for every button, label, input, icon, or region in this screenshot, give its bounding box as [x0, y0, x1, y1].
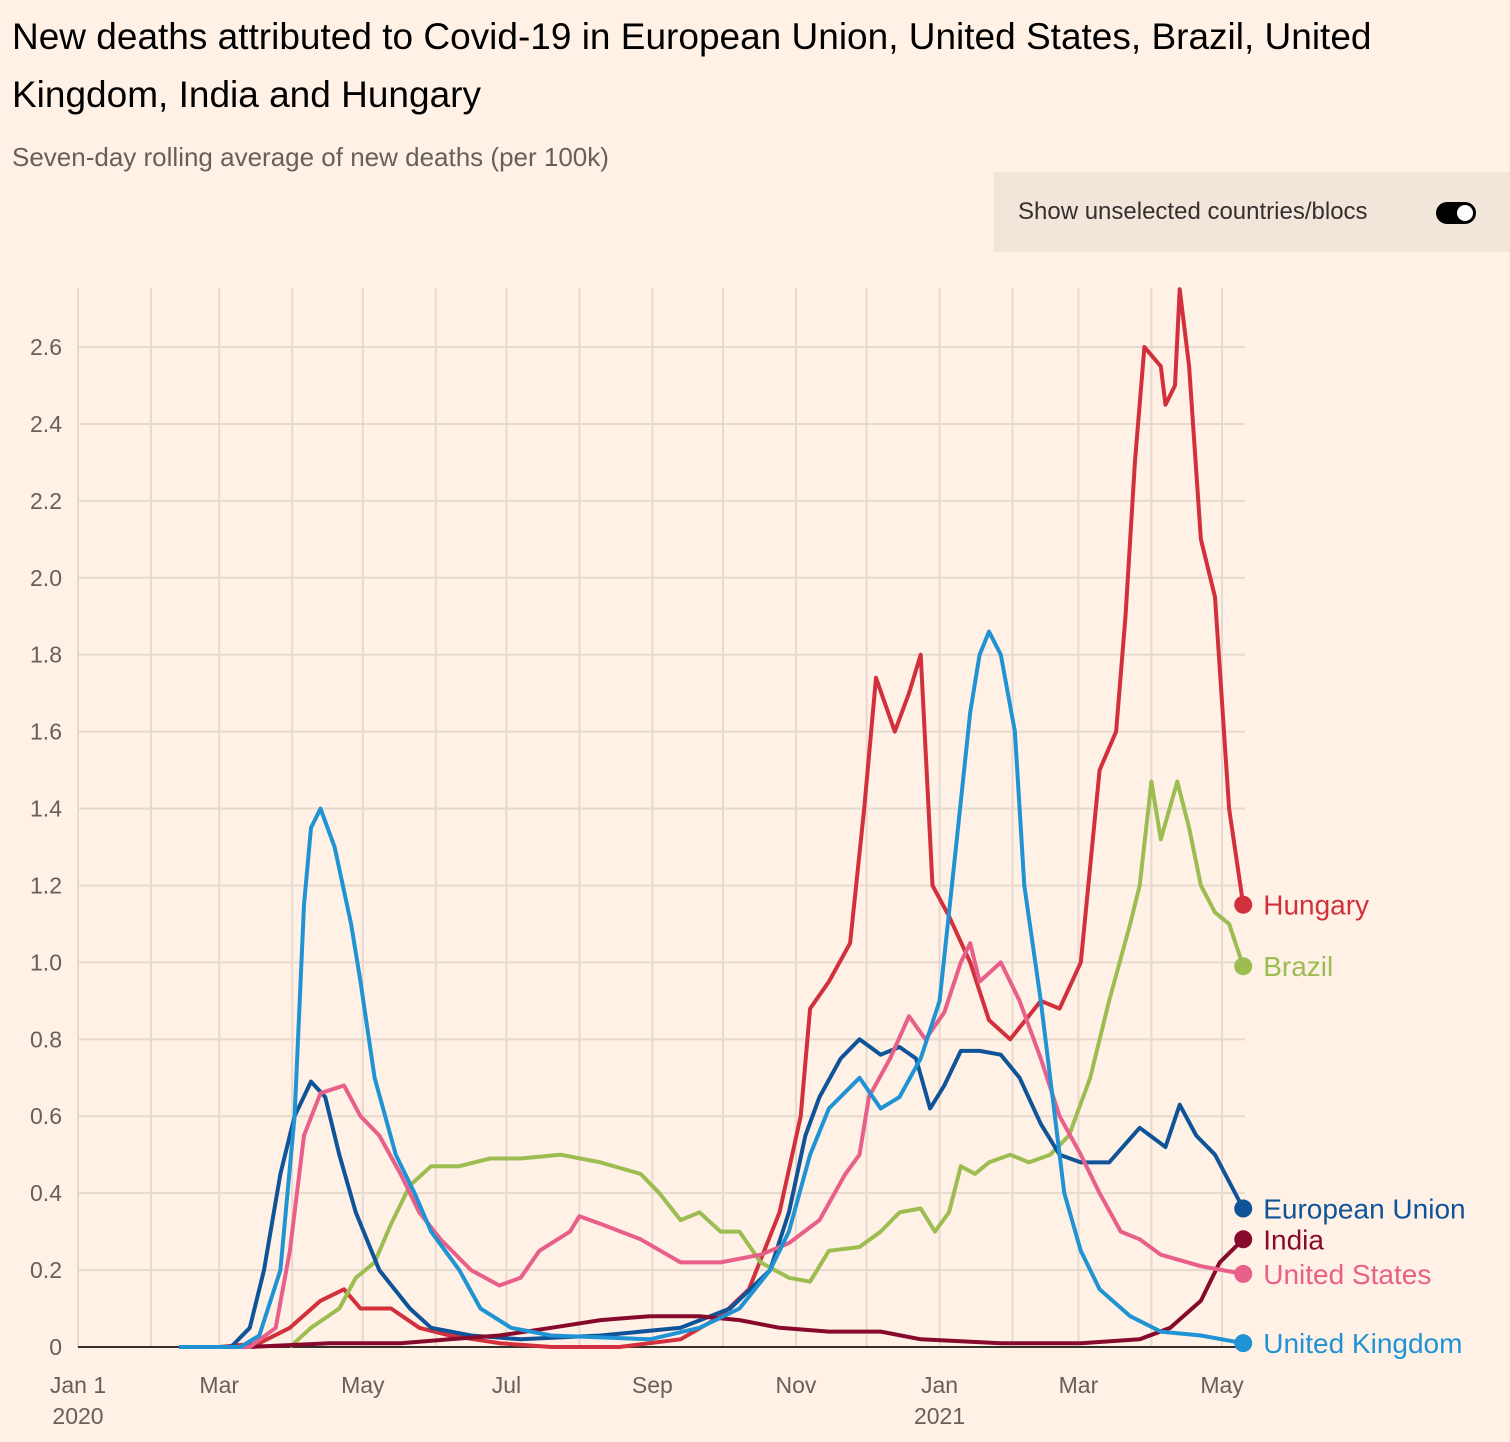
y-tick-label: 1.8 [30, 642, 62, 668]
series-line-hungary [179, 287, 1246, 1349]
series-label-united-kingdom: United Kingdom [1263, 1328, 1462, 1359]
show-unselected-toggle[interactable] [1436, 202, 1476, 224]
x-tick-label: Jan 1 [50, 1372, 106, 1398]
x-tick-year: 2021 [914, 1403, 965, 1429]
x-tick-label: Nov [776, 1372, 817, 1398]
series-label-united-states: United States [1263, 1259, 1431, 1290]
series-end-dot-united-states [1234, 1264, 1253, 1283]
y-tick-label: 2.6 [30, 334, 62, 360]
series-end-dot-india [1234, 1230, 1253, 1249]
x-tick-label: Jul [492, 1372, 521, 1398]
x-tick-label: Jan [921, 1372, 958, 1398]
chart-title: New deaths attributed to Covid-19 in Eur… [12, 16, 1372, 115]
series-line-european-union [179, 1037, 1245, 1349]
series-end-dot-european-union [1234, 1199, 1253, 1218]
x-axis-ticks: Jan 1 2020 Mar May Jul Sep Nov Jan 2021 Mar May [50, 1372, 1244, 1429]
series-line-india [179, 1237, 1245, 1349]
y-tick-label: 1.6 [30, 719, 62, 745]
y-tick-label: 1.2 [30, 872, 62, 898]
y-tick-label: 1.0 [30, 949, 62, 975]
series-end-dot-united-kingdom [1234, 1334, 1253, 1353]
x-tick-year: 2020 [52, 1403, 103, 1429]
x-tick-label: Mar [1059, 1372, 1099, 1398]
y-tick-label: 0.8 [30, 1026, 62, 1052]
chart-subtitle: Seven-day rolling average of new deaths … [12, 142, 609, 172]
grid [77, 288, 1245, 1348]
series-label-hungary: Hungary [1263, 890, 1369, 921]
y-tick-label: 2.4 [30, 411, 62, 437]
y-tick-label: 0.2 [30, 1257, 62, 1283]
y-tick-label: 0.6 [30, 1103, 62, 1129]
x-tick-label: Mar [199, 1372, 239, 1398]
series-line-united-kingdom [179, 629, 1244, 1349]
toggle-knob [1457, 205, 1473, 221]
x-tick-label: May [1200, 1372, 1244, 1398]
toggle-label: Show unselected countries/blocs [1018, 198, 1368, 225]
y-tick-label: 0 [49, 1334, 62, 1360]
y-tick-label: 2.2 [30, 488, 62, 514]
x-tick-label: Sep [632, 1372, 673, 1398]
series-end-dot-hungary [1234, 895, 1253, 914]
series-lines [179, 287, 1246, 1349]
series-label-european-union: European Union [1263, 1194, 1465, 1225]
series-end-dot-brazil [1234, 957, 1253, 976]
y-tick-label: 1.4 [30, 796, 62, 822]
series-label-brazil: Brazil [1263, 951, 1333, 982]
show-unselected-panel: Show unselected countries/blocs [994, 172, 1510, 252]
series-label-india: India [1263, 1224, 1324, 1255]
y-tick-label: 2.0 [30, 565, 62, 591]
y-axis-ticks: 0 0.2 0.4 0.6 0.8 1.0 1.2 1.4 1.6 1.8 2.0 2.2 2.4 2.6 [30, 334, 62, 1360]
x-tick-label: May [341, 1372, 385, 1398]
y-tick-label: 0.4 [30, 1180, 62, 1206]
series-line-brazil [288, 779, 1246, 1349]
